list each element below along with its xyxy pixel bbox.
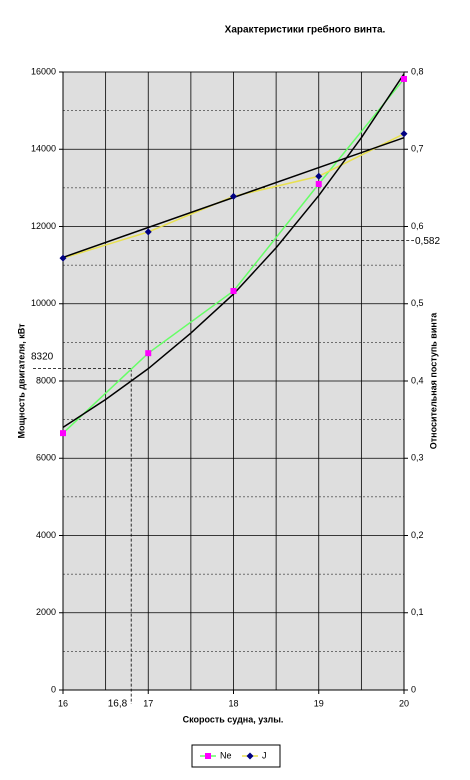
y-tick-label: 6000 — [36, 453, 56, 463]
point — [145, 350, 152, 357]
x-axis-label: Скорость судна, узлы. — [183, 714, 284, 724]
point — [60, 430, 66, 437]
y2-tick-label: 0,6 — [411, 221, 424, 231]
chart-title: Характеристики гребного винта. — [225, 24, 386, 36]
y2-tick-label: 0,4 — [411, 375, 424, 385]
y-tick-label: 16000 — [31, 66, 56, 76]
point — [144, 228, 152, 236]
y2-tick-label: 0,8 — [411, 66, 424, 76]
y2-tick-label: 0,5 — [411, 298, 424, 308]
x-tick-label: 16 — [58, 698, 68, 708]
y-tick-label: 8000 — [36, 375, 56, 385]
x-tick-label: 18 — [228, 698, 238, 708]
point — [230, 192, 237, 200]
y-tick-label: 12000 — [31, 221, 56, 231]
y-axis-label: Мощность двигателя, кВт — [16, 323, 26, 439]
x-tick-label: 17 — [143, 698, 153, 708]
y2-tick-label: 0,7 — [411, 144, 424, 154]
point — [230, 288, 237, 295]
y-tick-label: 4000 — [36, 530, 56, 540]
x-tick-label: 19 — [314, 698, 324, 708]
y2-tick-label: 0,3 — [411, 453, 424, 463]
y-tick-label: 2000 — [36, 607, 56, 617]
point — [401, 75, 407, 82]
point — [400, 130, 408, 138]
legend-box — [191, 744, 281, 768]
legend-label: Ne — [220, 750, 232, 760]
annotation-label: 16,8 — [108, 699, 128, 710]
x-tick-label: 20 — [399, 698, 409, 708]
y-tick-label: 14000 — [31, 144, 56, 154]
point — [315, 181, 322, 188]
y-tick-label: 10000 — [31, 298, 56, 308]
point — [59, 254, 67, 262]
legend-marker — [205, 753, 211, 759]
y2-tick-label: 0 — [411, 684, 416, 694]
legend-label: J — [262, 750, 267, 760]
y2-tick-label: 0,2 — [411, 530, 424, 540]
annotation-label: 0,582 — [415, 236, 440, 247]
y-tick-label: 0 — [51, 684, 56, 694]
y2-axis-label: Относительная поступь винта — [428, 312, 438, 449]
legend-marker — [246, 752, 254, 760]
annotation-label: 8320 — [31, 351, 54, 362]
y2-tick-label: 0,1 — [411, 607, 424, 617]
point — [315, 172, 323, 180]
